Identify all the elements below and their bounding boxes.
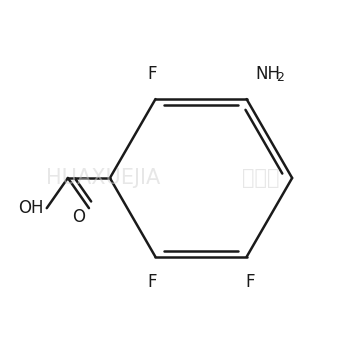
Text: F: F xyxy=(147,273,157,291)
Text: NH: NH xyxy=(255,65,280,83)
Text: 化学加: 化学加 xyxy=(242,168,279,188)
Text: HUAXUEJIA: HUAXUEJIA xyxy=(46,168,160,188)
Text: F: F xyxy=(147,65,157,83)
Text: O: O xyxy=(72,208,85,226)
Text: F: F xyxy=(245,273,255,291)
Text: OH: OH xyxy=(18,199,44,217)
Text: 2: 2 xyxy=(276,71,284,84)
